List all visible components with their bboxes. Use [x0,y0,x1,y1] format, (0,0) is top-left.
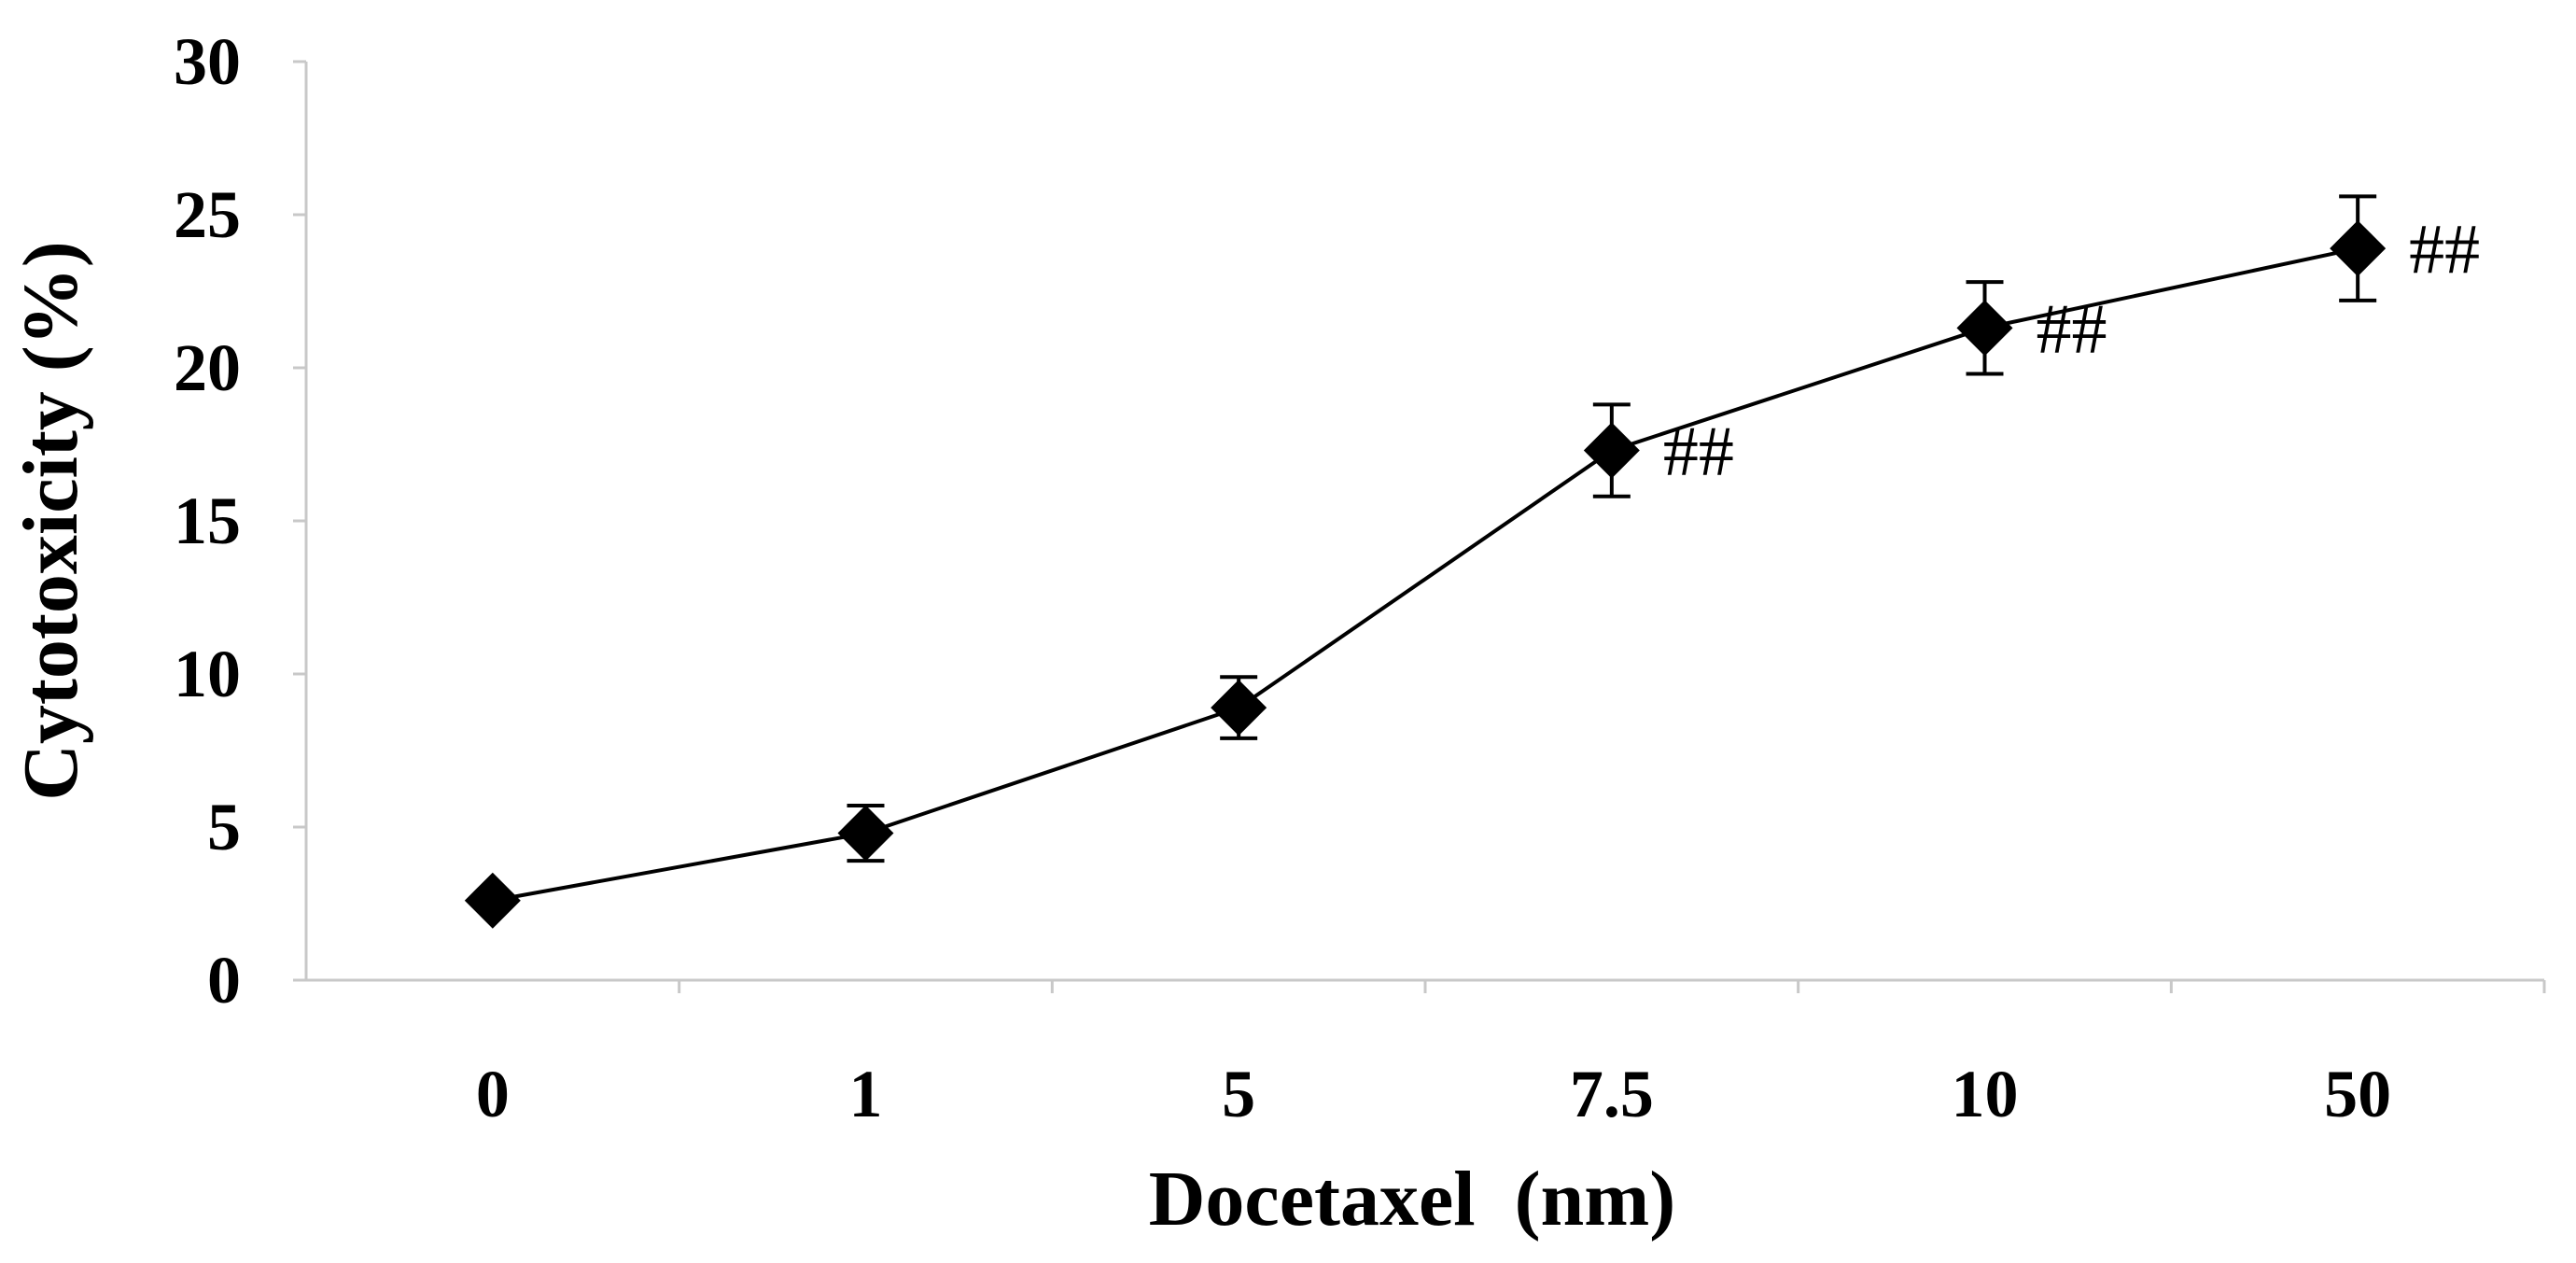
series-group: ## ## ## [464,194,2480,929]
x-axis-title: Docetaxel (nm) [1149,1156,1675,1242]
significance-annotation: ## [2037,289,2107,368]
data-point-diamond [1583,422,1640,479]
y-tick-label: 5 [207,790,241,864]
significance-annotation: ## [2409,210,2480,288]
y-tick-label: 20 [174,330,241,405]
series-line [492,246,2359,903]
y-tick-label: 10 [174,637,241,711]
series: ## ## ## [464,194,2480,929]
x-tick-label: 10 [1952,1057,2019,1131]
y-tick-label: 0 [207,943,241,1017]
y-tick-label: 30 [174,24,241,99]
x-tick-label: 5 [1222,1057,1255,1131]
data-point-diamond [1956,300,2013,357]
y-axis-title: Cytotoxicity (%) [7,241,94,800]
data-point-diamond [837,805,894,862]
data-point-diamond [2330,220,2387,277]
x-tick-label: 7.5 [1570,1057,1654,1131]
data-point-diamond [1211,680,1267,737]
x-ticks: 0 1 5 7.5 10 50 [476,980,2546,1131]
axes [304,62,2544,982]
significance-annotation: ## [1663,413,1734,491]
x-tick-label: 50 [2324,1057,2391,1131]
y-tick-label: 15 [174,484,241,558]
data-point-diamond [464,872,521,929]
x-tick-label: 0 [476,1057,510,1131]
x-tick-label: 1 [849,1057,883,1131]
y-ticks: 0 5 10 15 20 25 30 [174,24,306,1017]
y-tick-label: 25 [174,177,241,252]
